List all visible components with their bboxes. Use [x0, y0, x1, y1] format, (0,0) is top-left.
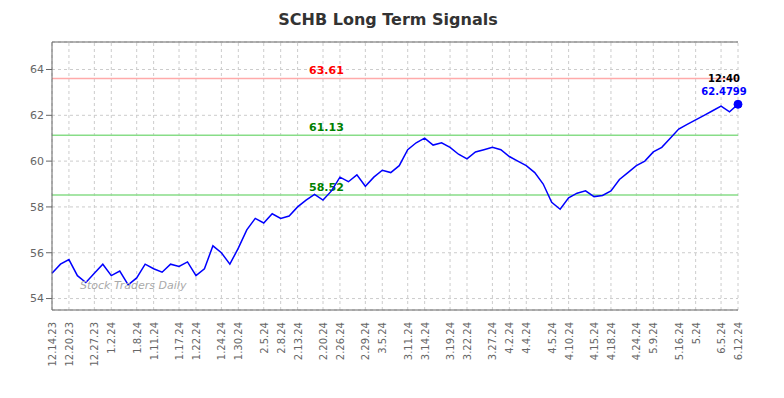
svg-text:4.10.24: 4.10.24: [564, 322, 575, 360]
svg-text:2.5.24: 2.5.24: [259, 322, 270, 354]
svg-text:4.18.24: 4.18.24: [606, 322, 617, 360]
svg-text:6.5.24: 6.5.24: [716, 322, 727, 354]
svg-text:3.11.24: 3.11.24: [403, 322, 414, 360]
svg-text:56: 56: [30, 247, 44, 260]
svg-text:1.2.24: 1.2.24: [106, 322, 117, 354]
svg-text:2.13.24: 2.13.24: [293, 322, 304, 360]
svg-text:3.19.24: 3.19.24: [445, 322, 456, 360]
svg-text:4.4.24: 4.4.24: [521, 322, 532, 354]
svg-text:12.27.23: 12.27.23: [89, 322, 100, 367]
svg-text:63.61: 63.61: [309, 64, 344, 77]
svg-text:5.9.24: 5.9.24: [648, 322, 659, 354]
svg-text:3.22.24: 3.22.24: [462, 322, 473, 360]
svg-text:2.26.24: 2.26.24: [335, 322, 346, 360]
svg-text:58: 58: [30, 201, 44, 214]
svg-text:2.8.24: 2.8.24: [276, 322, 287, 354]
html-text:Stock Traders Daily: Stock Traders Daily: [80, 279, 187, 292]
svg-text:4.5.24: 4.5.24: [547, 322, 558, 354]
svg-text:6.12.24: 6.12.24: [733, 322, 744, 360]
svg-text:3.14.24: 3.14.24: [420, 322, 431, 360]
svg-text:3.27.24: 3.27.24: [487, 322, 498, 360]
svg-text:5.16.24: 5.16.24: [674, 322, 685, 360]
html-text:SCHB Long Term Signals: SCHB Long Term Signals: [278, 10, 498, 29]
svg-text:64: 64: [30, 63, 44, 76]
svg-text:62: 62: [30, 109, 44, 122]
svg-text:1.17.24: 1.17.24: [174, 322, 185, 360]
svg-text:4.15.24: 4.15.24: [589, 322, 600, 360]
svg-text:1.24.24: 1.24.24: [216, 322, 227, 360]
svg-text:2.29.24: 2.29.24: [360, 322, 371, 360]
svg-text:1.11.24: 1.11.24: [149, 322, 160, 360]
svg-text:1.8.24: 1.8.24: [132, 322, 143, 354]
svg-text:12:40: 12:40: [708, 73, 740, 84]
svg-text:1.22.24: 1.22.24: [191, 322, 202, 360]
svg-text:4.24.24: 4.24.24: [631, 322, 642, 360]
svg-text:12.20.23: 12.20.23: [64, 322, 75, 367]
svg-text:58.52: 58.52: [309, 181, 344, 194]
svg-text:62.4799: 62.4799: [701, 86, 747, 97]
svg-text:60: 60: [30, 155, 44, 168]
svg-text:1.30.24: 1.30.24: [233, 322, 244, 360]
svg-text:3.5.24: 3.5.24: [377, 322, 388, 354]
svg-text:2.20.24: 2.20.24: [318, 322, 329, 360]
svg-text:4.2.24: 4.2.24: [504, 322, 515, 354]
svg-text:12.14.23: 12.14.23: [47, 322, 58, 367]
svg-text:5.24: 5.24: [691, 322, 702, 344]
svg-text:54: 54: [30, 292, 44, 305]
svg-text:61.13: 61.13: [309, 121, 344, 134]
